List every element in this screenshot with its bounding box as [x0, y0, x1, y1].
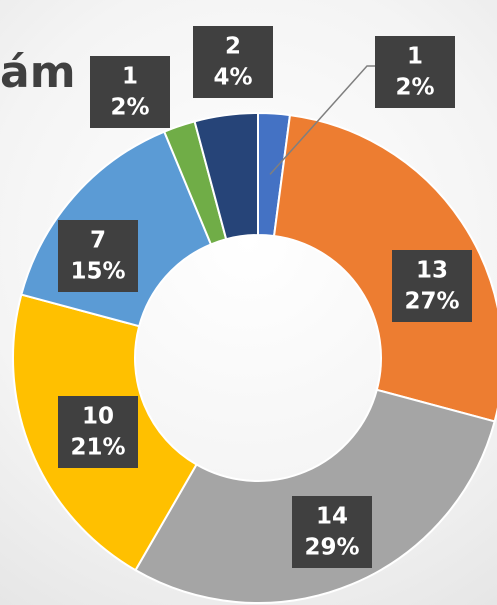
value-label: 10 — [82, 404, 114, 430]
value-label: 7 — [90, 228, 106, 254]
data-label-box — [58, 220, 138, 292]
donut-slice — [193, 111, 259, 241]
data-label-box — [392, 250, 472, 322]
value-label: 14 — [316, 504, 348, 530]
data-label-box — [90, 56, 170, 128]
percentage-label: 4% — [213, 65, 252, 91]
percentage-label: 2% — [395, 75, 434, 101]
value-label: 1 — [407, 44, 423, 70]
value-label: 1 — [122, 64, 138, 90]
percentage-label: 29% — [304, 535, 359, 561]
data-label: 24% — [193, 26, 273, 98]
data-label: 12% — [375, 36, 455, 108]
percentage-label: 21% — [70, 435, 125, 461]
percentage-label: 15% — [70, 259, 125, 285]
data-label: 715% — [58, 220, 138, 292]
donut-slice — [272, 113, 497, 423]
chart-title: ám — [0, 47, 76, 98]
data-label-box — [375, 36, 455, 108]
percentage-label: 2% — [110, 95, 149, 121]
data-label-box — [58, 396, 138, 468]
data-label: 12% — [90, 56, 170, 128]
data-label-box — [193, 26, 273, 98]
data-label-box — [292, 496, 372, 568]
percentage-label: 27% — [404, 289, 459, 315]
leader-line — [269, 65, 375, 175]
value-label: 2 — [225, 34, 241, 60]
value-label: 13 — [416, 258, 448, 284]
